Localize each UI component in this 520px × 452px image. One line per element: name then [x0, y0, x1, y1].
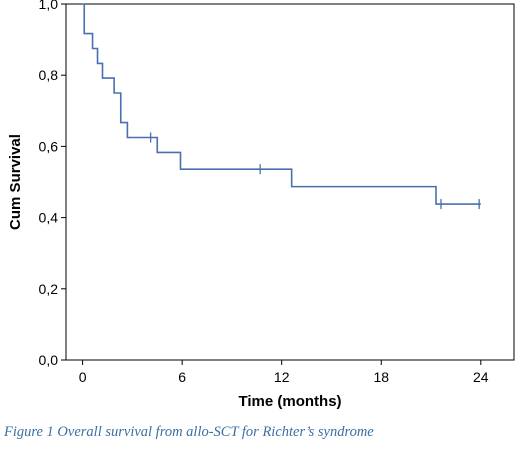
y-axis: 0,0 0,2 0,4 0,6 0,8 1,0 — [39, 0, 66, 368]
x-axis: 0 6 12 18 24 — [79, 360, 489, 385]
x-tick-label: 0 — [79, 369, 87, 385]
x-tick-label: 18 — [373, 369, 389, 385]
censor-marks — [149, 132, 480, 210]
y-tick-label: 0,0 — [39, 352, 59, 368]
survival-curve — [82, 3, 481, 205]
y-tick-label: 0,6 — [39, 138, 59, 154]
y-tick-label: 0,8 — [39, 67, 59, 83]
x-axis-title: Time (months) — [238, 393, 341, 410]
plot-area — [65, 3, 515, 361]
survival-chart: 0,0 0,2 0,4 0,6 0,8 1,0 0 6 12 18 24 Time (months… — [7, 0, 515, 410]
y-axis-title: Cum Survival — [7, 134, 24, 230]
x-tick-label: 6 — [178, 369, 186, 385]
x-tick-label: 24 — [473, 369, 489, 385]
y-tick-label: 1,0 — [39, 0, 59, 12]
y-tick-label: 0,2 — [39, 281, 59, 297]
x-tick-label: 12 — [274, 369, 290, 385]
figure-caption: Figure 1 Overall survival from allo-SCT … — [4, 424, 374, 440]
y-tick-label: 0,4 — [39, 210, 59, 226]
